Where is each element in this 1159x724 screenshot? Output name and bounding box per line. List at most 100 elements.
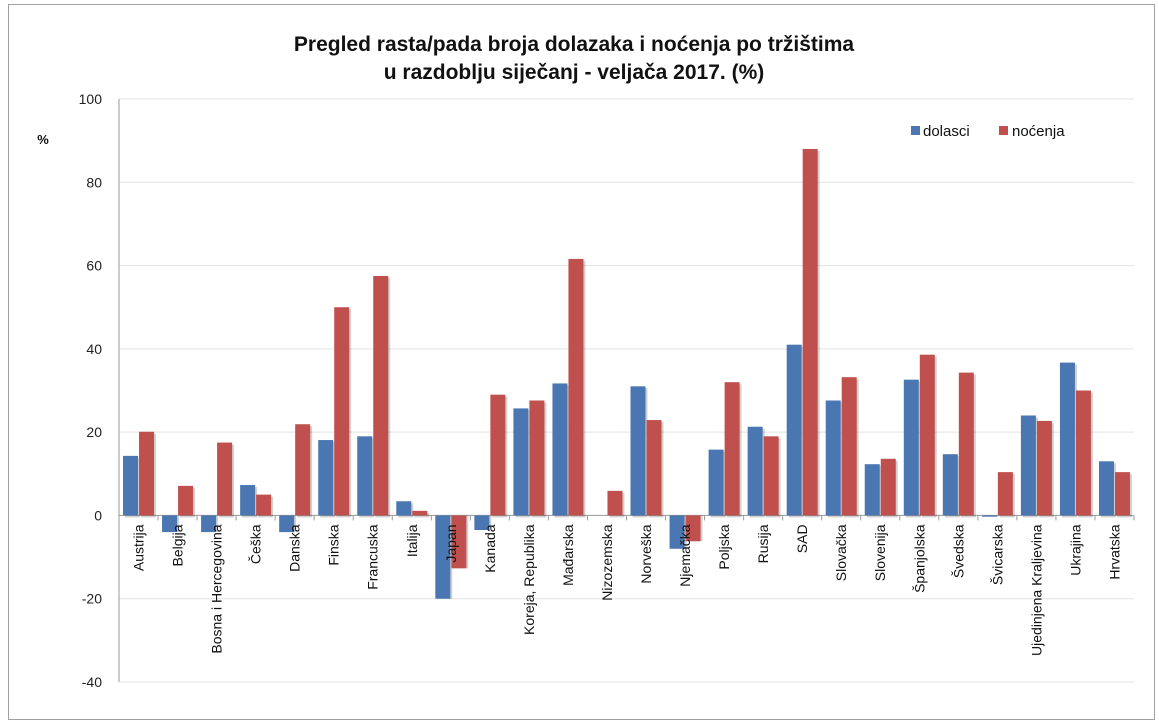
bar-dolasci	[201, 515, 217, 533]
bar-dolasci	[240, 485, 256, 516]
bar-nocenja	[490, 394, 506, 516]
y-tick-label: 60	[86, 258, 102, 274]
bar-nocenja	[529, 400, 545, 516]
bar-dolasci	[552, 383, 568, 516]
bar-dolasci	[435, 515, 451, 599]
x-tick-label: Hrvatska	[1106, 524, 1122, 579]
x-tick-label: Ukrajina	[1067, 524, 1083, 576]
y-tick-label: 100	[79, 91, 103, 107]
x-tick-label: Kanada	[482, 524, 498, 572]
y-tick-label: -40	[82, 674, 102, 690]
legend-label-dolasci: dolasci	[923, 123, 970, 140]
axes	[118, 99, 1135, 682]
x-tick-label: Danska	[287, 524, 303, 572]
bar-dolasci	[825, 400, 841, 516]
bar-chart: Pregled rasta/pada broja dolazaka i noće…	[37, 33, 1135, 690]
x-tick-label: Austrija	[131, 524, 147, 571]
x-tick-label: Švicarska	[989, 524, 1005, 585]
x-tick-label: SAD	[794, 524, 810, 553]
y-tick-label: 40	[86, 341, 102, 357]
y-tick-labels: -40 -20 0 20 40 60 80 100	[79, 91, 103, 690]
bar-nocenja	[802, 148, 818, 516]
bar-dolasci	[630, 386, 646, 516]
bar-nocenja	[451, 515, 467, 569]
bar-nocenja	[412, 510, 428, 516]
bar-dolasci	[708, 449, 724, 516]
legend: dolasci noćenja	[911, 123, 1065, 140]
legend-swatch-dolasci	[911, 126, 920, 135]
x-tick-label: Italija	[404, 524, 420, 557]
x-tick-label: Norveška	[638, 524, 654, 583]
bar-nocenja	[334, 307, 350, 516]
x-tick-label: Slovenija	[872, 524, 888, 581]
bar-nocenja	[1075, 390, 1091, 516]
bar-dolasci	[279, 515, 295, 533]
bar-dolasci	[1059, 362, 1075, 516]
bar-dolasci	[669, 515, 685, 549]
bar-nocenja	[646, 420, 662, 516]
x-tick-labels: Austrija Belgija Bosna i Hercegovina Češka D…	[131, 524, 1123, 656]
y-tick-label: 0	[94, 507, 102, 523]
x-tick-label: Ujedinjena Kraljevina	[1028, 524, 1044, 656]
bars	[123, 148, 1132, 599]
bar-dolasci	[513, 408, 529, 516]
x-tick-label: Rusija	[755, 524, 771, 563]
x-tick-label: Njemačka	[677, 524, 693, 586]
bar-nocenja	[139, 431, 155, 516]
y-tick-label: -20	[82, 591, 102, 607]
bar-nocenja	[568, 258, 584, 516]
bar-nocenja	[958, 372, 974, 516]
x-tick-label: Bosna i Hercegovina	[209, 524, 225, 653]
bar-nocenja	[919, 354, 935, 516]
x-tick-label: Koreja, Republika	[521, 524, 537, 635]
bar-nocenja	[295, 424, 311, 516]
x-tick-label: Slovačka	[833, 524, 849, 581]
x-tick-label: Japan	[443, 524, 459, 562]
bar-nocenja	[880, 458, 896, 516]
x-tick-label: Nizozemska	[599, 524, 615, 600]
bar-nocenja	[724, 382, 740, 516]
chart-subtitle: u razdoblju siječanj - veljača 2017. (%)	[384, 61, 764, 84]
bar-dolasci	[162, 515, 178, 533]
x-tick-label: Španjolska	[911, 524, 927, 593]
bar-nocenja	[607, 490, 623, 516]
bar-dolasci	[396, 501, 412, 516]
chart-frame: Pregled rasta/pada broja dolazaka i noće…	[8, 4, 1155, 720]
bar-dolasci	[786, 344, 802, 516]
bar-nocenja	[841, 377, 857, 516]
bar-dolasci	[981, 515, 997, 517]
bar-nocenja	[763, 436, 779, 516]
bar-nocenja	[217, 442, 233, 516]
bar-dolasci	[123, 455, 139, 516]
grid-lines	[119, 98, 1134, 683]
bar-dolasci	[942, 454, 958, 516]
x-tick-label: Poljska	[716, 524, 732, 569]
x-tick-label: Mađarska	[560, 524, 576, 586]
bar-nocenja	[1036, 420, 1052, 516]
bar-dolasci	[903, 379, 919, 516]
bar-dolasci	[318, 440, 334, 516]
x-tick-label: Belgija	[170, 524, 186, 566]
bar-nocenja	[1114, 472, 1130, 516]
chart-title: Pregled rasta/pada broja dolazaka i noće…	[294, 33, 854, 56]
bar-dolasci	[1098, 461, 1114, 516]
bar-dolasci	[864, 464, 880, 516]
y-axis-label: %	[37, 132, 49, 147]
bar-nocenja	[997, 472, 1013, 516]
bar-dolasci	[1020, 415, 1036, 516]
x-tick-label: Francuska	[365, 524, 381, 590]
bar-nocenja	[178, 485, 194, 516]
x-tick-label: Finska	[326, 524, 342, 565]
bar-nocenja	[685, 515, 701, 542]
bar-dolasci	[747, 426, 763, 516]
x-tick-label: Švedska	[950, 524, 966, 578]
x-tick-label: Češka	[248, 524, 264, 564]
bar-nocenja	[373, 275, 389, 516]
y-tick-label: 80	[86, 174, 102, 190]
legend-swatch-nocenja	[999, 126, 1008, 135]
y-tick-label: 20	[86, 424, 102, 440]
bar-nocenja	[256, 494, 272, 516]
legend-label-nocenja: noćenja	[1012, 123, 1065, 140]
bar-dolasci	[474, 515, 490, 531]
bar-dolasci	[357, 436, 373, 516]
